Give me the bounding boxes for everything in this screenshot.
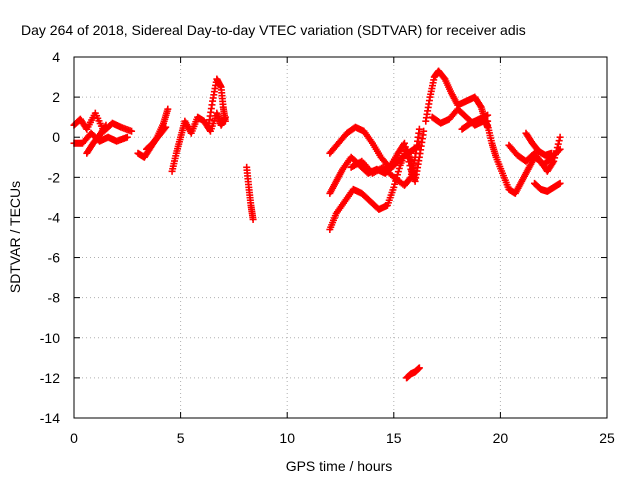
data-point: [415, 364, 423, 372]
data-point: [420, 127, 428, 135]
data-point: [415, 125, 423, 133]
data-point: [549, 159, 557, 167]
x-tick-label: 15: [386, 430, 402, 446]
data-point: [556, 145, 564, 153]
data-point: [161, 124, 169, 132]
tick-labels: 0 5 10 15 20 25 -14 -12 -10 -8 -6 -4 -2 0 2 4: [40, 49, 615, 446]
y-tick-label: -12: [40, 370, 60, 386]
data-point: [406, 174, 414, 182]
y-tick-label: -2: [48, 169, 61, 185]
y-tick-label: 0: [52, 129, 60, 145]
data-point: [249, 215, 257, 223]
data-point: [162, 123, 170, 131]
x-tick-label: 10: [279, 430, 295, 446]
data-points: [70, 67, 564, 382]
y-tick-label: -6: [48, 250, 61, 266]
data-point: [400, 139, 408, 147]
x-tick-label: 0: [70, 430, 78, 446]
data-point: [390, 183, 398, 191]
y-tick-label: 4: [52, 49, 60, 65]
x-axis-label: GPS time / hours: [286, 458, 393, 474]
chart-title: Day 264 of 2018, Sidereal Day-to-day VTE…: [21, 22, 526, 38]
y-tick-label: 2: [52, 89, 60, 105]
data-point: [164, 105, 172, 113]
y-axis-label: SDTVAR / TECUs: [7, 181, 23, 293]
data-point: [476, 102, 484, 110]
data-point: [102, 121, 110, 129]
grid-lines: [74, 57, 607, 418]
data-point: [484, 111, 492, 119]
data-point: [556, 179, 564, 187]
data-point: [554, 140, 562, 148]
x-tick-label: 20: [493, 430, 509, 446]
data-point: [395, 164, 403, 172]
data-point: [548, 149, 556, 157]
x-tick-label: 5: [177, 430, 185, 446]
y-tick-label: -10: [40, 330, 60, 346]
data-point: [556, 133, 564, 141]
plot-frame: [73, 56, 608, 419]
data-point: [221, 117, 229, 125]
data-point: [555, 137, 563, 145]
data-point: [123, 133, 131, 141]
y-tick-label: -14: [40, 410, 60, 426]
y-tick-label: -8: [48, 290, 61, 306]
data-point: [394, 168, 402, 176]
data-point: [555, 146, 563, 154]
y-tick-label: -4: [48, 209, 61, 225]
x-tick-label: 25: [599, 430, 615, 446]
data-point: [128, 127, 136, 135]
data-point: [101, 123, 109, 131]
